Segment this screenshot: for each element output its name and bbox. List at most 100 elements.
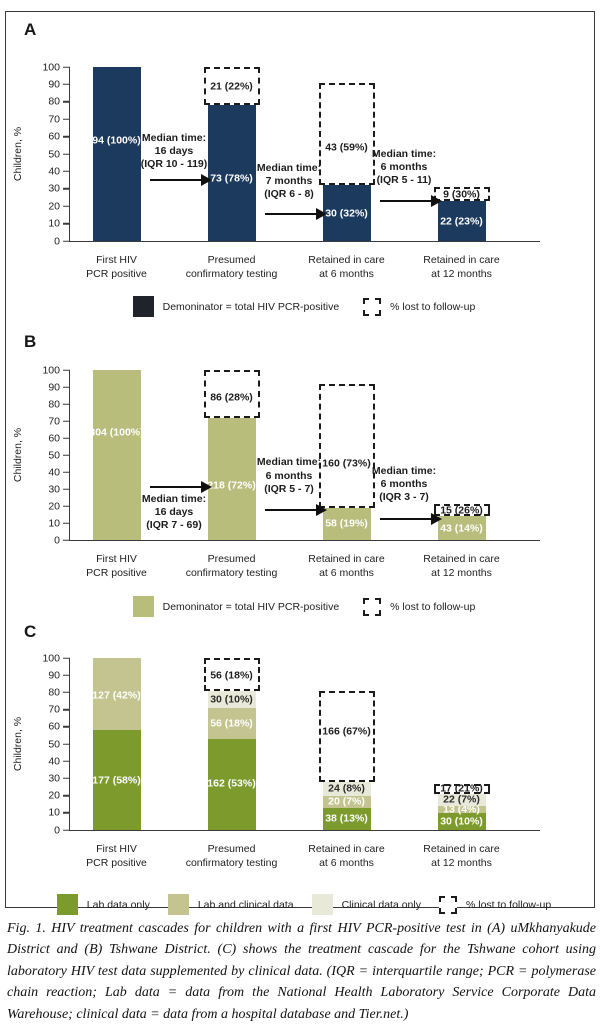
median-time-line: 16 days (154, 145, 194, 158)
lost-to-follow-up-box (203, 370, 260, 418)
panel-a: A Children, % 0 10 20 30 40 50 60 70 80 90 100 94 (1… (6, 20, 594, 325)
y-tick-label: 0 (54, 823, 60, 836)
y-tick-mark (63, 118, 70, 120)
lost-to-follow-up-box (318, 383, 375, 508)
arrow-head (316, 504, 327, 517)
y-tick-mark (63, 135, 70, 138)
median-time-annotation: Median time: 6 months (IQR 5 - 7) (227, 456, 351, 495)
bar-value-label: 30 (10%) (440, 815, 483, 828)
x-category-label: Retained in care at 6 months (282, 253, 412, 281)
y-tick-label: 0 (54, 234, 60, 247)
x-category-line: confirmatory testing (185, 567, 278, 580)
legend-item: % lost to follow-up (363, 297, 476, 316)
dashed-swatch-icon (363, 297, 382, 316)
chart-legend-a: Demoninator = total HIV PCR-positive % lo… (69, 296, 539, 317)
bar-segment (207, 690, 256, 708)
x-category-label: Presumed confirmatory testing (167, 842, 297, 870)
median-time-line: (IQR 5 - 11) (376, 173, 432, 186)
bar-value-label: 22 (7%) (443, 793, 480, 806)
color-swatch-icon (311, 894, 333, 915)
x-category-line: at 6 months (319, 567, 374, 580)
x-category-line: PCR positive (86, 268, 147, 281)
y-tick-label: 40 (48, 754, 60, 767)
y-axis-label: Children, % (12, 126, 24, 182)
bar-segment (92, 730, 141, 830)
x-category-line: Retained in care (308, 553, 385, 565)
y-tick-label: 20 (48, 789, 60, 802)
arrow-head (201, 481, 212, 494)
x-category-line: Presumed (207, 553, 256, 565)
arrow-icon (150, 481, 212, 494)
x-category-line: First HIV (96, 553, 137, 565)
chart-plot-b: Children, % 0 10 20 30 40 50 60 70 80 90 100 304 (10… (12, 365, 540, 579)
panel-letter-a: A (24, 20, 37, 39)
y-tick-mark (63, 691, 70, 694)
y-tick-label: 100 (42, 60, 60, 73)
y-tick-mark (63, 812, 70, 814)
legend-label: % lost to follow-up (465, 898, 552, 911)
y-tick-mark (63, 471, 70, 473)
y-tick-label: 60 (48, 130, 60, 143)
figure-caption: Fig. 1. HIV treatment cascades for child… (7, 921, 596, 1022)
y-tick-label: 90 (48, 78, 60, 91)
y-tick-label: 80 (48, 686, 60, 699)
y-tick-label: 100 (42, 651, 60, 664)
y-axis-label: Children, % (12, 716, 24, 772)
median-time-line: Median time: (256, 161, 322, 174)
y-tick-mark (63, 726, 70, 728)
y-tick-label: 50 (48, 147, 60, 160)
color-swatch-icon (132, 296, 154, 317)
bar-value-label: 304 (100%) (89, 426, 144, 439)
bar-segment (322, 795, 371, 808)
y-tick-label: 20 (48, 499, 60, 512)
bar-segment (92, 370, 141, 540)
bar-segment (207, 738, 256, 830)
y-tick-label: 30 (48, 182, 60, 195)
y-tick-mark (63, 386, 70, 388)
median-time-line: Median time: (371, 147, 437, 160)
bar-value-label: 56 (18%) (210, 717, 253, 730)
lost-value-label: 86 (28%) (210, 390, 253, 403)
x-category-line: at 6 months (319, 857, 374, 870)
bar-value-label: 20 (7%) (328, 795, 365, 808)
y-tick-mark (63, 101, 70, 103)
lost-to-follow-up-box (203, 658, 260, 691)
median-time-annotation: Median time: 6 months (IQR 3 - 7) (342, 465, 466, 504)
median-time-line: 16 days (154, 506, 194, 519)
bar-value-label: 43 (14%) (440, 521, 483, 534)
bar-segment (322, 781, 371, 796)
y-tick-label: 70 (48, 703, 60, 716)
y-tick-mark (63, 66, 70, 68)
lost-to-follow-up-box (318, 82, 375, 186)
bar-segment (207, 105, 256, 241)
lost-value-label: 21 (22%) (210, 79, 253, 92)
median-time-line: 6 months (380, 478, 428, 491)
x-category-line: Retained in care (423, 553, 500, 565)
x-category-line: Retained in care (423, 254, 500, 266)
y-tick-label: 50 (48, 448, 60, 461)
median-time-line: Median time: (141, 132, 207, 145)
color-swatch-icon (167, 894, 189, 915)
y-tick-label: 50 (48, 737, 60, 750)
x-category-label: First HIV PCR positive (52, 842, 182, 870)
arrow-shaft (380, 517, 433, 520)
bar-segment (322, 807, 371, 830)
y-tick-label: 40 (48, 165, 60, 178)
median-time-line: (IQR 6 - 8) (264, 187, 314, 200)
x-category-line: at 6 months (319, 268, 374, 281)
bar-value-label: 94 (100%) (92, 133, 141, 146)
y-tick-mark (63, 240, 70, 242)
x-category-label: Retained in care at 6 months (282, 842, 412, 870)
arrow-icon (265, 208, 327, 221)
y-tick-mark (63, 743, 70, 745)
median-time-annotation: Median time: 16 days (IQR 10 - 119) (112, 132, 236, 171)
legend-item: Lab data only (56, 894, 150, 915)
x-category-line: Retained in care (423, 843, 500, 855)
bar-segment (437, 516, 486, 540)
y-tick-mark (63, 522, 70, 524)
bar-segment (322, 185, 371, 241)
legend-label: % lost to follow-up (390, 300, 476, 313)
bar-segment (437, 200, 486, 241)
arrow-head (316, 208, 327, 221)
color-swatch-icon (56, 894, 78, 915)
